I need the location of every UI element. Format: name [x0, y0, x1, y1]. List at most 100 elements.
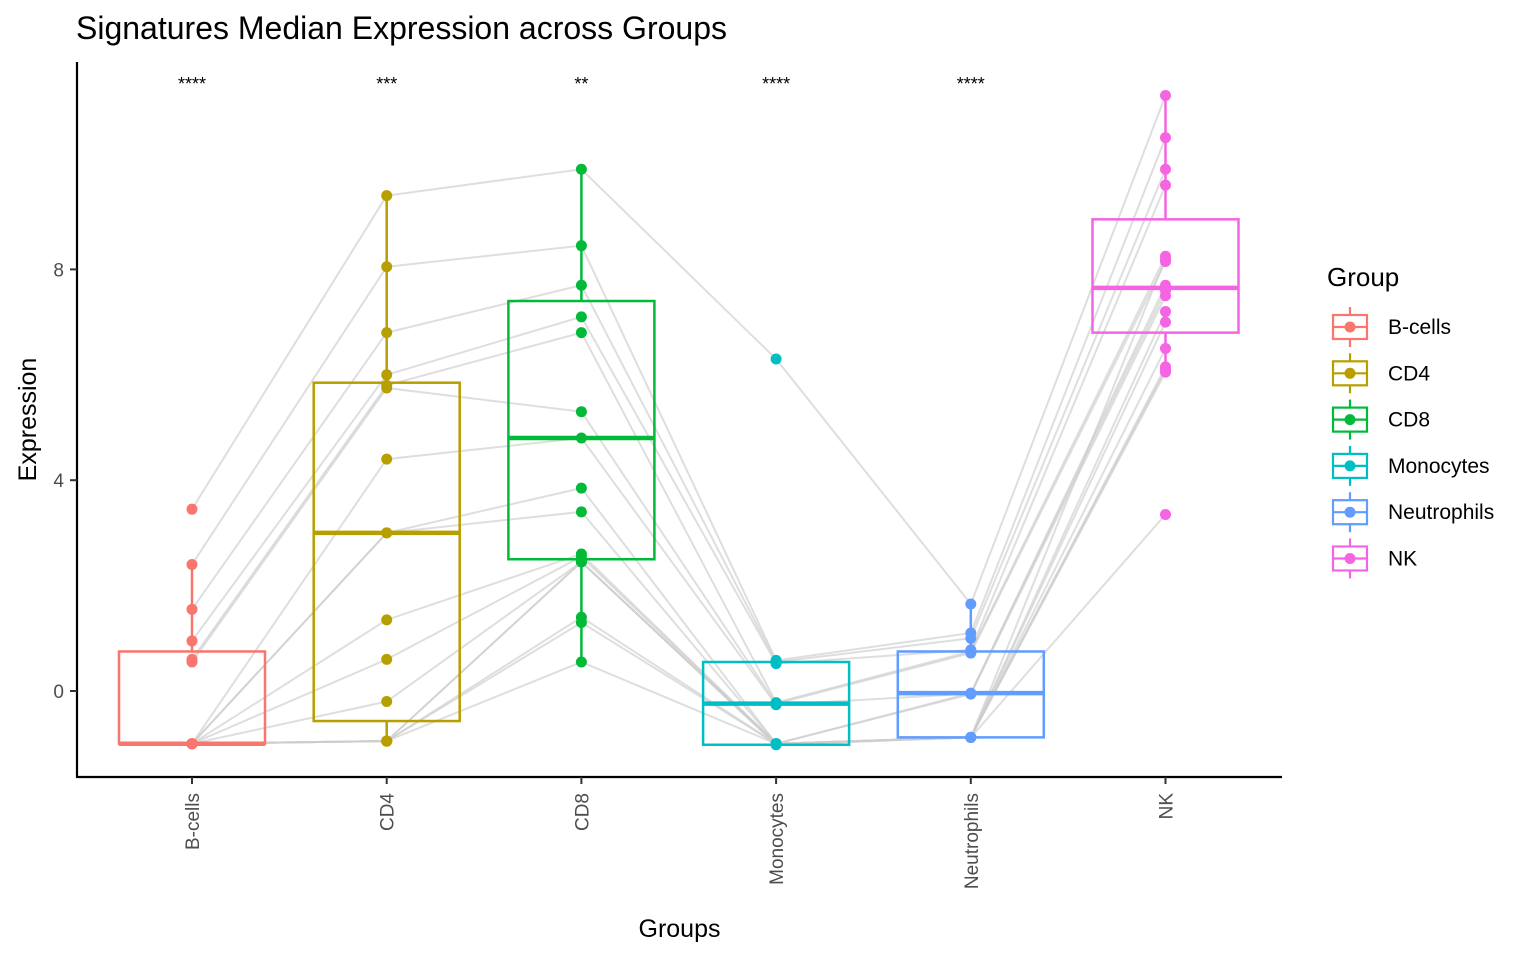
sample-line	[191, 137, 1167, 662]
data-point	[575, 616, 587, 628]
legend-label: Neutrophils	[1388, 501, 1494, 524]
x-tick-label: CD4	[378, 793, 399, 831]
legend-dot	[1344, 460, 1356, 472]
data-point	[575, 432, 587, 444]
paired-lines-layer	[191, 95, 1167, 746]
legend-item-neutrophils: Neutrophils	[1331, 492, 1494, 533]
chart-title: Signatures Median Expression across Grou…	[76, 10, 727, 46]
data-point	[186, 738, 198, 750]
data-point	[770, 658, 782, 670]
data-point	[770, 739, 782, 751]
sample-line	[191, 184, 1167, 665]
data-point	[1160, 342, 1171, 354]
data-point	[186, 656, 198, 668]
data-point	[575, 482, 587, 494]
data-point	[381, 527, 393, 539]
legend-dot	[1344, 506, 1356, 518]
data-point	[1160, 132, 1171, 144]
data-point	[575, 406, 587, 418]
data-point	[1160, 163, 1171, 175]
sample-line	[191, 348, 1167, 745]
data-point	[1160, 253, 1171, 265]
legend-item-cd8: CD8	[1331, 399, 1430, 440]
data-point	[381, 696, 393, 708]
legend: Group B-cells CD4 CD8 Monocytes Neutrophils NK	[1327, 262, 1494, 579]
legend-item-b-cells: B-cells	[1331, 307, 1451, 347]
data-point	[575, 327, 587, 339]
data-point	[1160, 366, 1171, 378]
data-point	[575, 279, 587, 291]
x-tick-label: CD8	[572, 793, 593, 831]
data-point	[381, 453, 393, 465]
sample-line	[191, 311, 1167, 745]
y-axis-title: Expression	[14, 358, 42, 482]
data-point	[1160, 306, 1171, 318]
x-axis-title: Groups	[639, 915, 721, 943]
y-tick-label: 0	[53, 682, 64, 703]
data-point	[1160, 290, 1171, 302]
data-point	[381, 261, 393, 273]
data-point	[575, 240, 587, 252]
axes-layer: 0 4 8 B-cells CD4 CD8 Monocytes Neutrophils NK Gr…	[14, 62, 1282, 943]
data-point	[965, 688, 977, 700]
x-tick-label: NK	[1157, 793, 1178, 820]
data-point	[575, 556, 587, 568]
data-point	[186, 559, 198, 571]
box-body	[312, 381, 461, 723]
data-point	[381, 369, 393, 381]
data-point	[186, 603, 198, 615]
x-tick-label: Monocytes	[767, 793, 788, 885]
sample-line	[191, 95, 1167, 607]
significance-label: ****	[178, 74, 206, 94]
legend-item-cd4: CD4	[1331, 353, 1430, 394]
sample-line	[191, 295, 1167, 745]
data-point	[965, 632, 977, 644]
sample-line	[191, 258, 1167, 746]
significance-label: **	[574, 74, 588, 94]
legend-dot	[1344, 414, 1356, 426]
data-point	[1160, 316, 1171, 328]
x-tick-label: Neutrophils	[962, 793, 983, 889]
legend-label: Monocytes	[1388, 455, 1490, 478]
y-tick-label: 4	[53, 471, 64, 492]
significance-label: ***	[376, 74, 397, 94]
data-point	[381, 327, 393, 339]
data-point	[965, 647, 977, 659]
legend-label: CD8	[1388, 409, 1430, 432]
sample-line	[191, 168, 1167, 664]
significance-label: ****	[762, 74, 790, 94]
legend-item-nk: NK	[1331, 538, 1417, 579]
sample-line	[191, 261, 1167, 705]
data-point	[1160, 89, 1171, 101]
data-point	[575, 311, 587, 323]
data-point	[965, 731, 977, 743]
y-tick-label: 8	[53, 260, 64, 281]
legend-label: NK	[1388, 548, 1417, 571]
sample-line	[191, 321, 1167, 745]
data-point	[575, 506, 587, 518]
points-layer	[186, 89, 1171, 751]
data-point	[381, 382, 393, 394]
legend-item-monocytes: Monocytes	[1331, 445, 1490, 486]
sample-line	[191, 284, 1167, 745]
data-point	[381, 614, 393, 626]
data-point	[186, 635, 198, 647]
legend-dot	[1344, 367, 1356, 379]
legend-dot	[1344, 321, 1356, 333]
data-point	[575, 163, 587, 175]
data-point	[381, 735, 393, 747]
data-point	[381, 653, 393, 665]
data-point	[186, 503, 198, 515]
data-point	[770, 353, 782, 365]
legend-dot	[1344, 553, 1356, 564]
data-point	[965, 598, 977, 610]
data-point	[575, 656, 587, 668]
significance-label: ****	[957, 74, 985, 94]
legend-label: CD4	[1388, 362, 1430, 385]
legend-title: Group	[1327, 262, 1399, 292]
data-point	[381, 190, 393, 202]
legend-label: B-cells	[1388, 316, 1451, 339]
box-body	[1091, 218, 1240, 334]
